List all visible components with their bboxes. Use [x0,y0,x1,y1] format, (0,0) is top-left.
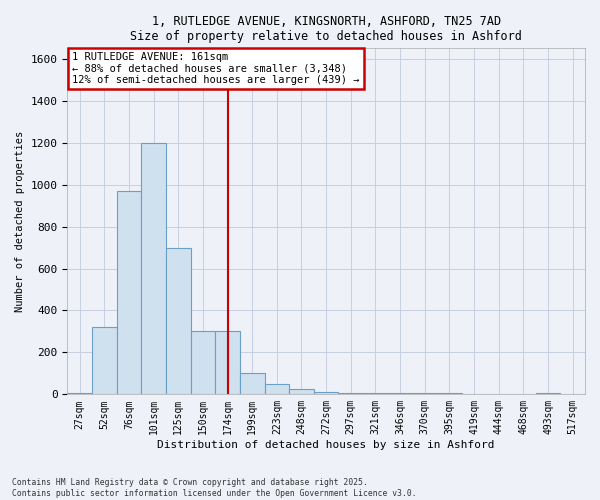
Bar [314,392,338,394]
Bar [240,374,265,394]
Bar [141,142,166,394]
Bar [166,248,191,394]
Bar [92,327,116,394]
Title: 1, RUTLEDGE AVENUE, KINGSNORTH, ASHFORD, TN25 7AD
Size of property relative to d: 1, RUTLEDGE AVENUE, KINGSNORTH, ASHFORD,… [130,15,522,43]
Text: 1 RUTLEDGE AVENUE: 161sqm
← 88% of detached houses are smaller (3,348)
12% of se: 1 RUTLEDGE AVENUE: 161sqm ← 88% of detac… [73,52,360,85]
Bar [191,332,215,394]
X-axis label: Distribution of detached houses by size in Ashford: Distribution of detached houses by size … [157,440,495,450]
Bar [338,392,363,394]
Bar [116,191,141,394]
Bar [265,384,289,394]
Bar [215,332,240,394]
Bar [536,392,560,394]
Bar [289,389,314,394]
Text: Contains HM Land Registry data © Crown copyright and database right 2025.
Contai: Contains HM Land Registry data © Crown c… [12,478,416,498]
Y-axis label: Number of detached properties: Number of detached properties [15,130,25,312]
